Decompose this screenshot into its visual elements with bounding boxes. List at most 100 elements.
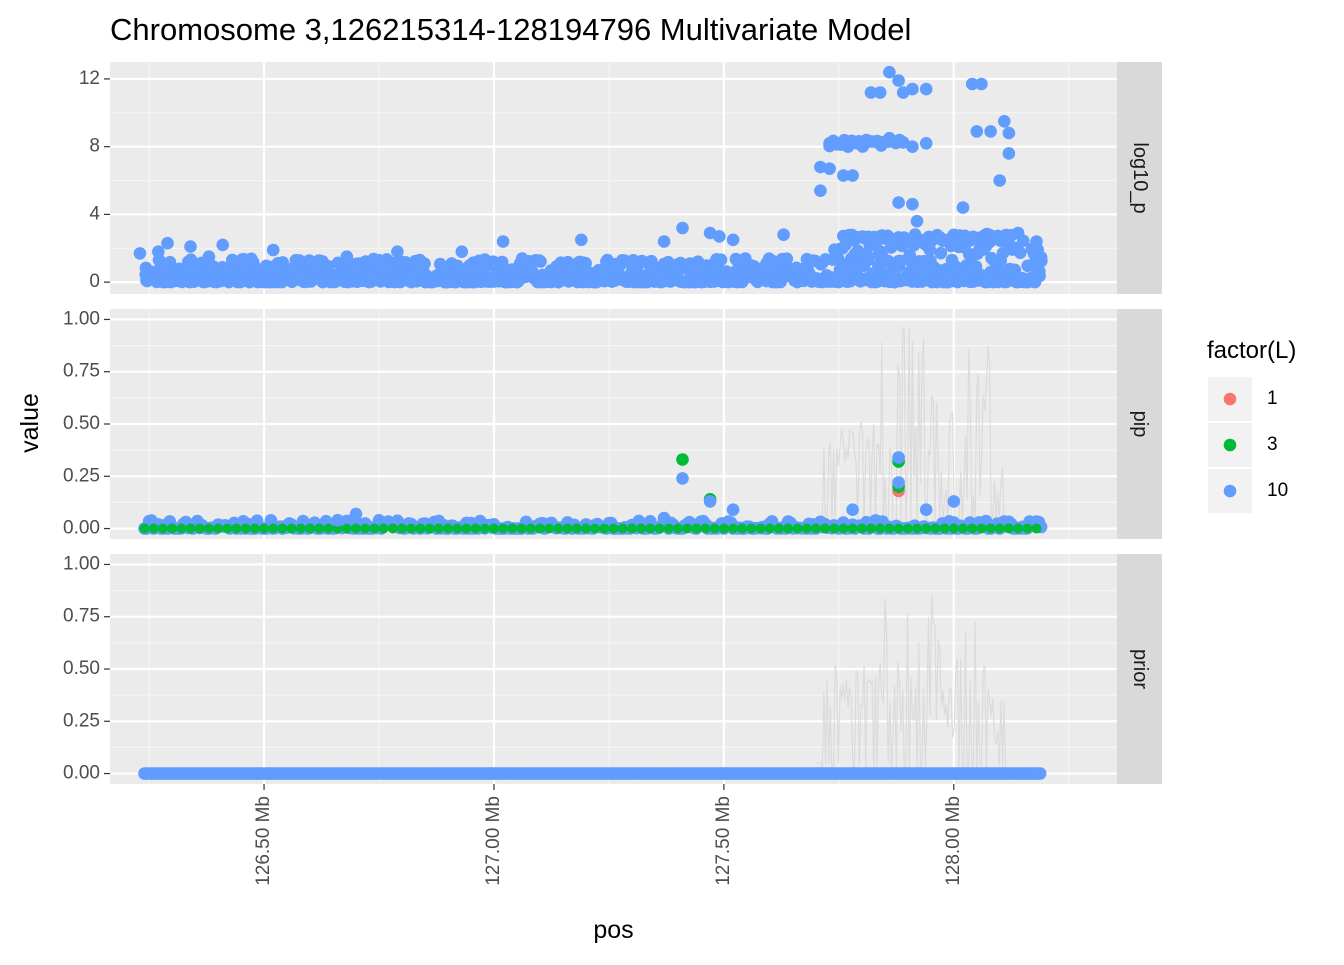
data-point — [939, 523, 950, 534]
data-point — [349, 507, 363, 521]
data-point — [1002, 126, 1016, 140]
data-point — [1002, 147, 1016, 160]
data-point — [910, 214, 924, 228]
data-point — [314, 523, 325, 534]
data-point — [985, 523, 996, 534]
y-tick-label: 0.50 — [63, 658, 100, 679]
x-tick-label: 128.00 Mb — [943, 796, 964, 886]
data-point — [657, 511, 671, 525]
data-point — [838, 523, 849, 534]
data-point — [495, 255, 509, 269]
data-point — [866, 523, 876, 534]
y-tick-label: 0.00 — [63, 518, 100, 539]
data-point — [148, 523, 159, 534]
data-point — [406, 523, 417, 534]
data-point — [470, 523, 481, 534]
data-point — [194, 523, 205, 534]
data-point — [814, 184, 827, 197]
data-point — [984, 125, 997, 138]
data-point — [340, 250, 354, 263]
data-point — [488, 523, 499, 534]
data-point — [479, 523, 490, 534]
y-tick-label: 0.50 — [63, 413, 100, 434]
data-point — [676, 221, 689, 235]
data-point — [934, 246, 948, 260]
data-point — [525, 523, 536, 534]
y-tick-label: 4 — [89, 203, 100, 224]
data-point — [663, 523, 674, 534]
data-point — [331, 513, 344, 527]
data-point — [1008, 263, 1022, 277]
data-point — [884, 523, 895, 534]
data-point — [443, 523, 453, 534]
data-point — [580, 523, 591, 534]
data-point — [575, 233, 588, 247]
data-point — [873, 86, 887, 99]
data-point — [185, 523, 196, 534]
data-point — [351, 523, 361, 534]
data-point — [709, 523, 720, 534]
y-tick-label: 0.25 — [63, 465, 100, 486]
data-point — [976, 523, 987, 534]
data-point — [837, 169, 850, 182]
data-point — [882, 254, 895, 268]
data-point — [163, 255, 177, 269]
data-point — [418, 257, 431, 271]
data-point — [820, 523, 830, 534]
data-point — [496, 235, 510, 248]
data-point — [676, 472, 689, 485]
data-point — [892, 476, 905, 489]
data-point — [792, 523, 803, 534]
x-tick-label: 127.00 Mb — [483, 796, 504, 886]
prior-trace-line — [815, 595, 1008, 775]
y-tick-label: 1.00 — [63, 308, 100, 329]
data-point — [176, 523, 187, 534]
data-point — [378, 523, 389, 534]
data-point — [893, 523, 904, 534]
legend-key-10 — [1223, 484, 1237, 498]
data-point — [919, 82, 933, 96]
data-point — [157, 523, 168, 534]
x-axis-title: pos — [593, 916, 633, 944]
y-tick-label: 12 — [79, 68, 100, 89]
data-point — [617, 523, 628, 534]
data-point — [783, 523, 794, 534]
data-point — [703, 495, 717, 508]
data-point — [1022, 523, 1033, 534]
data-point — [657, 235, 671, 248]
data-point — [713, 230, 726, 243]
data-point — [391, 245, 404, 258]
data-point — [850, 137, 864, 150]
facet-strip-label: prior — [1129, 649, 1151, 689]
data-point — [590, 523, 601, 534]
data-point — [998, 115, 1011, 128]
data-point — [249, 523, 260, 534]
data-point — [452, 523, 463, 534]
data-point — [892, 451, 905, 464]
data-point — [1014, 246, 1027, 260]
data-point — [184, 240, 197, 253]
data-point — [553, 523, 564, 534]
data-point — [906, 82, 919, 96]
data-point — [213, 523, 224, 534]
legend-key-1 — [1223, 392, 1237, 406]
data-point — [277, 523, 288, 534]
data-point — [571, 523, 582, 534]
data-point — [861, 253, 875, 267]
data-point — [544, 523, 555, 534]
data-point — [202, 250, 216, 263]
data-point — [433, 257, 447, 271]
data-point — [133, 247, 147, 260]
data-point — [1035, 254, 1048, 268]
data-point — [1033, 767, 1047, 780]
prior-trace-line — [815, 325, 1008, 529]
legend-label: 1 — [1267, 388, 1278, 409]
data-point — [780, 252, 794, 265]
data-point — [323, 523, 334, 534]
legend-label: 10 — [1267, 480, 1288, 501]
data-point — [562, 523, 573, 534]
data-point — [184, 253, 198, 266]
facet-strip-label: log10_p — [1129, 142, 1151, 213]
data-point — [1013, 523, 1024, 534]
data-point — [777, 228, 790, 241]
